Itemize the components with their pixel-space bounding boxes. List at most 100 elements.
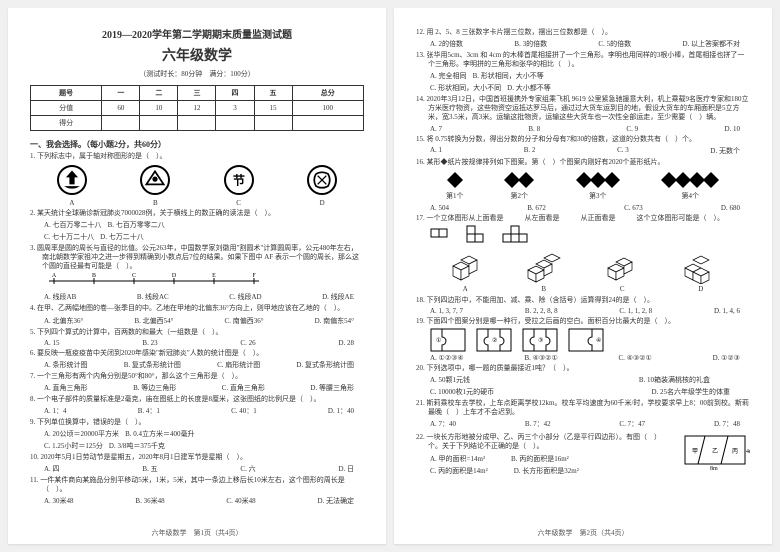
opt: A. 七百万零二十八: [44, 220, 102, 230]
svg-text:B: B: [92, 273, 96, 279]
opt: C. 7：47: [619, 419, 645, 429]
q14: 14. 2020年3月12日，中国首班援携外专家组乘飞机 9619 公里紧急驰援…: [416, 95, 750, 122]
svg-text:F: F: [252, 273, 256, 279]
opt: D. 25名六年级学生的体重: [651, 387, 730, 397]
pattern-1: 第1个: [445, 170, 465, 201]
opt: B. 8: [528, 125, 540, 133]
opt: A. 15: [44, 339, 60, 347]
q19-shapes: ① ② ③ ④: [430, 328, 750, 352]
th: 四: [216, 86, 254, 101]
opt: A. 7: [430, 125, 442, 133]
q16-opts: A. 504 B. 672 C. 673 D. 680: [430, 204, 750, 212]
q14-opts: A. 7 B. 8 C. 9 D. 10: [430, 125, 750, 133]
opt: D. ①②③: [713, 354, 740, 362]
opt: D. 以上答案都不对: [682, 39, 740, 49]
opt: A. 甲的面积=14m²: [430, 454, 485, 464]
logo-b: [140, 165, 170, 195]
q15-opts: A. 1 B. 2 C. 3 D. 无数个: [430, 146, 750, 156]
opt: D. 3/8吨＝375千克: [109, 441, 165, 451]
q6: 6. 要反映一瓶疫疫苗中关闭到2020年感染"新冠肺炎"人数的统计图是（ ）。: [30, 349, 364, 358]
opt: C. 40米48: [226, 496, 255, 506]
opt: A. 20公顷＝20000平方米: [44, 429, 119, 439]
opt: B. 2: [524, 146, 536, 156]
q1: 1. 下列标志中，属于轴对称图形的是（ ）。: [30, 152, 364, 161]
opt: D. 复式条形统计图: [296, 360, 354, 370]
opt: C. ④③②①: [619, 354, 652, 362]
q8-opts: A. 1：4 B. 4：1 C. 40：1 D. 1：40: [44, 406, 364, 416]
opt: A. 7：40: [430, 419, 456, 429]
td: [102, 116, 140, 131]
opt: D. 7：48: [714, 419, 740, 429]
cube-a: A: [445, 248, 485, 293]
q16: 16. 某形◆纸片按规律排列如下图案。第（ ）个图案内刚好有2020个菱形纸片。: [416, 158, 750, 167]
td: 60: [102, 101, 140, 116]
opt: B. 线段AC: [137, 292, 169, 302]
opt: B. 4：1: [138, 406, 160, 416]
opt: B. ④③②①: [524, 354, 557, 362]
opt: C. 10000枚1元的硬币: [430, 387, 494, 397]
opt: B. 复式条形统计图: [124, 360, 181, 370]
q11-opts: A. 30米48 B. 36米48 C. 40米48 D. 无法确定: [44, 496, 364, 506]
jig-3: ③: [522, 328, 558, 352]
jig-2: ②: [476, 328, 512, 352]
opt: C. 线段AD: [229, 292, 261, 302]
cube-c: C: [602, 248, 642, 293]
q22-opts2: C. 丙的面积是14m² D. 长方形面积是32m²: [430, 466, 674, 476]
opt: D. 长方形面积是32m²: [514, 466, 579, 476]
q18-opts: A. 1, 3, 7, 7 B. 2, 2, 8, 8 C. 1, 1, 2, …: [430, 307, 750, 315]
q19-opts: A. ①②③④ B. ④③②① C. ④③②① D. ①②③: [430, 354, 750, 362]
q20-opts: A. 50颗1元钱 B. 10箱装满桃核的礼盒: [430, 375, 750, 385]
th: 题号: [31, 86, 102, 101]
opt: A. 504: [430, 204, 449, 212]
opt: C. 直角三角形: [222, 383, 265, 393]
q22-opts: A. 甲的面积=14m² B. 丙的面积是16m²: [430, 454, 674, 464]
opt: B. 10箱装满桃核的礼盒: [639, 375, 710, 385]
th: 总分: [292, 86, 363, 101]
td: 得分: [31, 116, 102, 131]
q22: 22. 一块长方形地被分成甲、乙、丙三个小部分（乙是平行四边形）。有图（ ）个。…: [416, 433, 674, 451]
q9-opts: A. 20公顷＝20000平方米 B. 0.4立方米＝400毫升: [44, 429, 364, 439]
opt: C. 扇形统计图: [217, 360, 260, 370]
opt: A. 线段AB: [44, 292, 76, 302]
opt: D. 10: [724, 125, 740, 133]
opt: B. 36米48: [135, 496, 164, 506]
svg-text:C: C: [132, 273, 136, 279]
opt: C. 5的倍数: [598, 39, 631, 49]
svg-text:③: ③: [538, 337, 543, 344]
view-left: [466, 225, 486, 245]
opt: B. 形状相同，大小不等: [473, 71, 544, 81]
svg-text:乙: 乙: [712, 448, 718, 455]
q22-diagram: 甲 乙 丙 4m 8m: [680, 431, 750, 471]
opt: C. 3: [617, 146, 629, 156]
page-2: 12. 用 2、5、8 三张数字卡片摆三位数，摆出三位数都是（ ）。 A. 2的…: [394, 8, 772, 544]
q10: 10. 2020年5月1日劳动节是星期五，2020年8月1日建军节是星期（ ）。: [30, 453, 364, 462]
opt: A. 1, 3, 7, 7: [430, 307, 463, 315]
th: 二: [140, 86, 178, 101]
svg-text:D: D: [172, 273, 177, 279]
opt: A. 四: [44, 464, 60, 474]
view-front: [502, 225, 530, 245]
opt: C. 丙的面积是14m²: [430, 466, 488, 476]
opt: C. 9: [626, 125, 638, 133]
logo-c: 节: [224, 165, 254, 195]
q12-opts: A. 2的倍数 B. 3的倍数 C. 5的倍数 D. 以上答案都不对: [430, 39, 750, 49]
q2-opts: A. 七百万零二十八 B. 七百万零零二八: [44, 220, 364, 230]
opt: C. 六: [240, 464, 255, 474]
cube-b: B: [524, 248, 564, 293]
q5: 5. 下列四个算式的计算中，百两数的和最大（一组数是（ ）。: [30, 328, 364, 337]
cube-d: D: [681, 248, 721, 293]
opt: D: [320, 199, 325, 207]
td: 10: [140, 101, 178, 116]
exam-title: 2019—2020学年第二学期期末质量监测试题: [30, 26, 364, 41]
q10-opts: A. 四 B. 五 C. 六 D. 日: [44, 464, 364, 474]
score-table: 题号 一 二 三 四 五 总分 分值 60 10 12 3 15 100 得分: [30, 85, 364, 131]
opt: B. 七百万零零二八: [108, 220, 165, 230]
td: 3: [216, 101, 254, 116]
svg-text:丙: 丙: [732, 448, 738, 455]
q19: 19. 下面四个图案分别是哪一种行，受拉之后画的空白。面积百分比最大的是（ ）。: [416, 317, 750, 326]
q5-opts: A. 15 B. 23 C. 26 D. 28: [44, 339, 364, 347]
jig-4: ④: [568, 328, 604, 352]
svg-text:E: E: [212, 273, 216, 279]
opt: A. 条形统计图: [44, 360, 88, 370]
q20-opts2: C. 10000枚1元的硬币 D. 25名六年级学生的体重: [430, 387, 750, 397]
